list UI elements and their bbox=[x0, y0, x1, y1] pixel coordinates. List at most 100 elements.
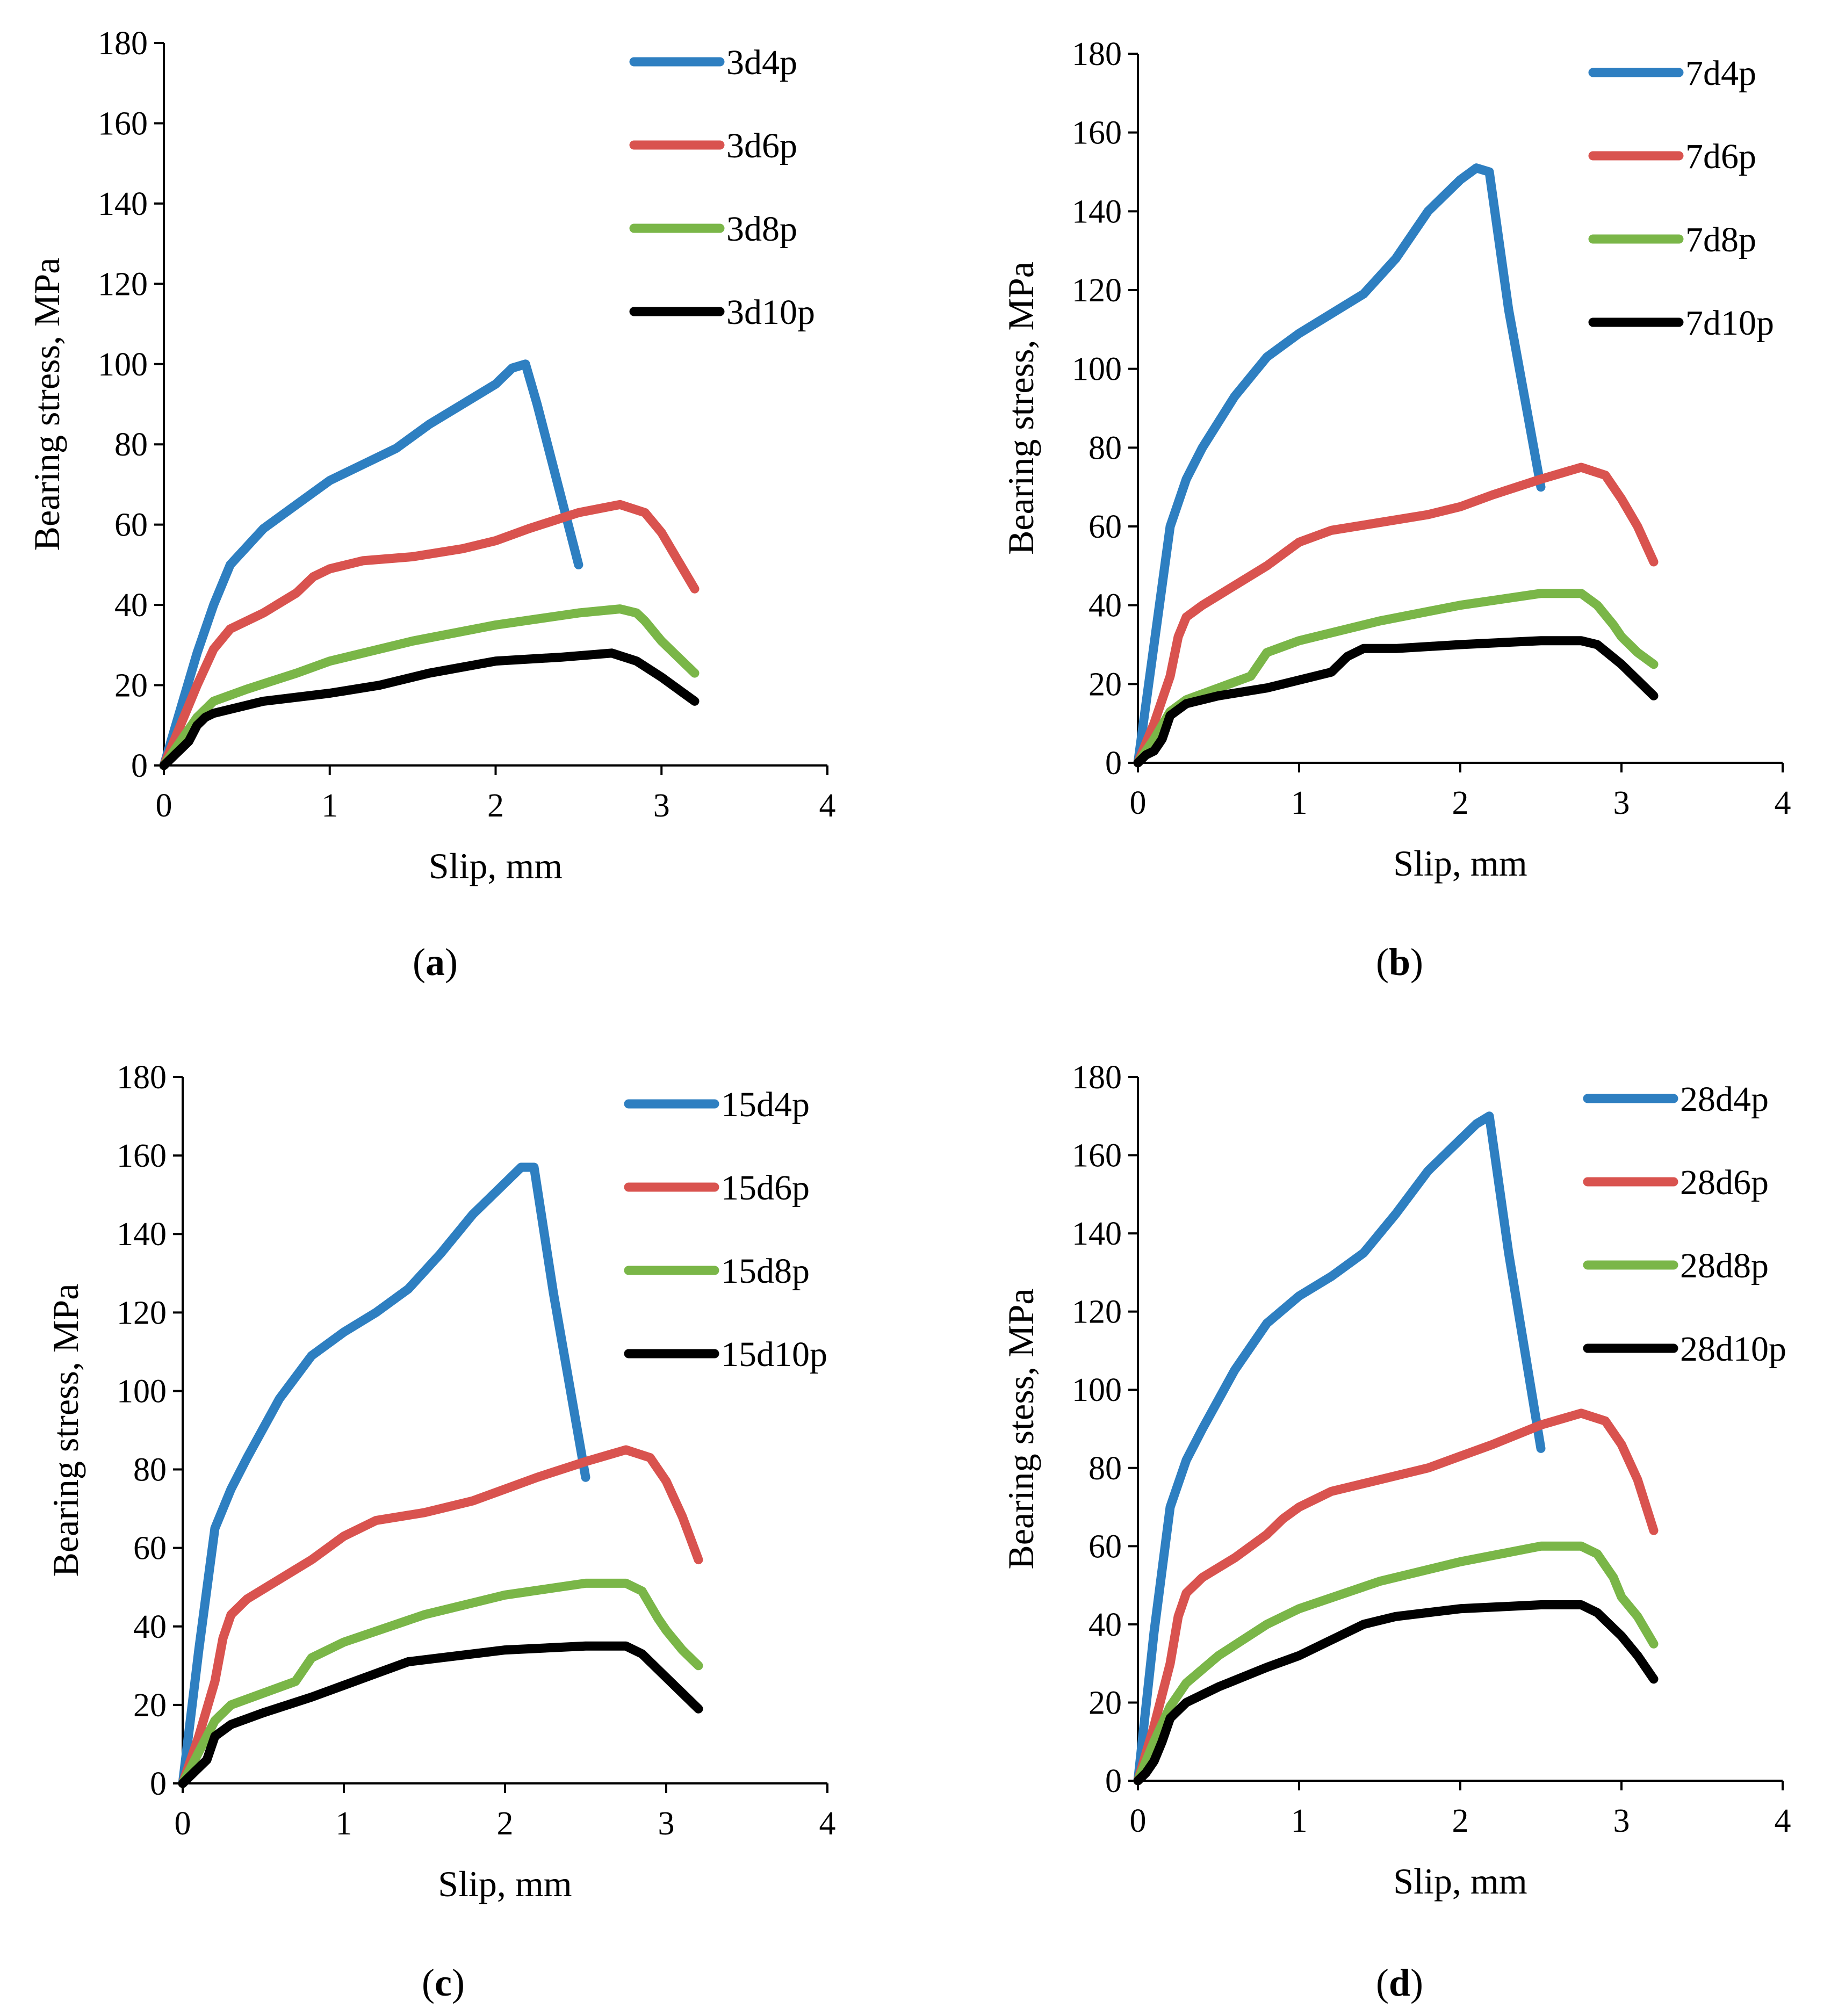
y-tick-label: 0 bbox=[150, 1766, 167, 1802]
y-tick-label: 0 bbox=[1105, 745, 1122, 782]
y-tick-label: 60 bbox=[1088, 1528, 1122, 1565]
series-line-3d6p bbox=[159, 500, 700, 770]
legend-label-28d4p: 28d4p bbox=[1680, 1080, 1769, 1119]
y-tick-label: 40 bbox=[114, 587, 148, 624]
legend-label-7d6p: 7d6p bbox=[1685, 137, 1756, 176]
y-tick-label: 60 bbox=[114, 507, 148, 544]
y-tick-label: 180 bbox=[98, 25, 148, 62]
series-line-15d8p bbox=[178, 1578, 703, 1788]
panel-caption: (d) bbox=[1376, 1961, 1423, 2004]
chart-panel-a: 0 20 40 60 80 100 120 140 160 180 0 1 2 3 4 Slip, mm Bea… bbox=[26, 25, 836, 984]
x-tick-label: 4 bbox=[1775, 1803, 1791, 1839]
y-tick-label: 160 bbox=[117, 1138, 167, 1174]
series-line-28d4p bbox=[1133, 1111, 1546, 1786]
series-line-7d10p bbox=[1133, 636, 1659, 768]
y-axis-label: Bearing stress, MPa bbox=[45, 1284, 86, 1577]
x-tick-label: 3 bbox=[1613, 785, 1630, 821]
legend-label-28d8p: 28d8p bbox=[1680, 1246, 1769, 1285]
y-tick-label: 100 bbox=[1072, 1372, 1122, 1408]
y-tick-label: 140 bbox=[117, 1216, 167, 1253]
series-line-7d4p bbox=[1133, 163, 1546, 768]
x-tick-label: 4 bbox=[1775, 785, 1791, 821]
y-tick-label: 20 bbox=[133, 1687, 167, 1724]
x-tick-label: 2 bbox=[497, 1805, 514, 1842]
x-tick-label: 2 bbox=[1452, 785, 1469, 821]
y-tick-label: 120 bbox=[98, 266, 148, 302]
series-line-3d4p bbox=[159, 359, 583, 770]
legend-label-28d10p: 28d10p bbox=[1680, 1329, 1786, 1369]
x-axis-label: Slip, mm bbox=[1393, 843, 1527, 884]
y-tick-label: 20 bbox=[1088, 1685, 1122, 1721]
series-line-7d8p bbox=[1133, 589, 1659, 768]
chart-panel-b: 0 20 40 60 80 100 120 140 160 180 0 1 2 3 4 Slip, mm Bea… bbox=[1000, 36, 1791, 984]
y-axis-label: Bearing stess, MPa bbox=[1000, 1288, 1041, 1569]
y-tick-label: 160 bbox=[98, 105, 148, 142]
caption-letter: d bbox=[1389, 1961, 1410, 2004]
y-tick-label: 20 bbox=[1088, 666, 1122, 703]
caption-letter: c bbox=[435, 1961, 452, 2004]
y-tick-label: 40 bbox=[1088, 588, 1122, 624]
y-tick-label: 0 bbox=[131, 748, 148, 784]
y-tick-label: 60 bbox=[133, 1530, 167, 1567]
legend-label-3d10p: 3d10p bbox=[726, 293, 815, 332]
y-tick-label: 20 bbox=[114, 668, 148, 704]
y-tick-label: 180 bbox=[117, 1059, 167, 1096]
caption-open-paren: ( bbox=[1376, 941, 1389, 984]
series-line-3d10p bbox=[159, 648, 700, 770]
legend-label-15d4p: 15d4p bbox=[721, 1085, 810, 1124]
series-line-28d6p bbox=[1133, 1408, 1659, 1786]
series-line-15d4p bbox=[178, 1162, 590, 1788]
x-tick-label: 0 bbox=[1130, 785, 1147, 821]
y-tick-label: 180 bbox=[1072, 36, 1122, 73]
x-tick-label: 0 bbox=[156, 787, 172, 824]
legend-label-7d4p: 7d4p bbox=[1685, 54, 1756, 93]
x-tick-label: 4 bbox=[819, 1805, 836, 1842]
x-tick-label: 1 bbox=[321, 787, 338, 824]
y-tick-label: 160 bbox=[1072, 115, 1122, 151]
x-tick-label: 1 bbox=[336, 1805, 352, 1842]
series-line-3d8p bbox=[159, 604, 700, 770]
series-line-28d8p bbox=[1133, 1541, 1659, 1786]
legend-label-28d6p: 28d6p bbox=[1680, 1163, 1769, 1202]
legend-label-15d6p: 15d6p bbox=[721, 1168, 810, 1208]
y-tick-label: 0 bbox=[1105, 1763, 1122, 1800]
y-tick-label: 120 bbox=[1072, 272, 1122, 309]
y-axis-label: Bearing stress, MPa bbox=[1000, 262, 1041, 555]
caption-open-paren: ( bbox=[422, 1961, 435, 2004]
legend: 7d4p 7d6p 7d8p 7d10p bbox=[1588, 54, 1774, 343]
caption-open-paren: ( bbox=[413, 941, 426, 984]
legend-label-15d8p: 15d8p bbox=[721, 1252, 810, 1291]
panel-caption: (c) bbox=[422, 1961, 465, 2004]
y-tick-label: 40 bbox=[1088, 1607, 1122, 1643]
series-line-28d10p bbox=[1133, 1600, 1659, 1786]
x-tick-label: 4 bbox=[819, 787, 836, 824]
y-tick-label: 120 bbox=[117, 1295, 167, 1331]
series-line-7d6p bbox=[1133, 463, 1659, 768]
caption-letter: a bbox=[426, 941, 445, 984]
caption-open-paren: ( bbox=[1376, 1961, 1389, 2004]
x-tick-label: 3 bbox=[653, 787, 670, 824]
series-line-15d6p bbox=[178, 1445, 703, 1788]
x-tick-label: 3 bbox=[1613, 1803, 1630, 1839]
x-tick-label: 3 bbox=[658, 1805, 675, 1842]
y-tick-label: 100 bbox=[98, 346, 148, 383]
y-tick-label: 100 bbox=[117, 1373, 167, 1410]
legend: 28d4p 28d6p 28d8p 28d10p bbox=[1583, 1080, 1786, 1369]
x-axis-label: Slip, mm bbox=[429, 846, 563, 886]
x-tick-label: 1 bbox=[1291, 785, 1308, 821]
y-tick-label: 80 bbox=[114, 427, 148, 463]
panel-caption: (b) bbox=[1376, 941, 1423, 984]
legend: 15d4p 15d6p 15d8p 15d10p bbox=[624, 1085, 827, 1374]
series-line-15d10p bbox=[178, 1641, 703, 1788]
legend-label-15d10p: 15d10p bbox=[721, 1335, 827, 1374]
y-axis-label: Bearing stress, MPa bbox=[26, 258, 67, 551]
x-axis-label: Slip, mm bbox=[438, 1863, 572, 1904]
legend-label-7d8p: 7d8p bbox=[1685, 220, 1756, 259]
caption-close-paren: ) bbox=[452, 1961, 465, 2004]
y-tick-label: 60 bbox=[1088, 509, 1122, 545]
x-tick-label: 0 bbox=[1130, 1803, 1147, 1839]
legend: 3d4p 3d6p 3d8p 3d10p bbox=[629, 43, 815, 332]
y-tick-label: 80 bbox=[1088, 430, 1122, 466]
chart-panel-c: 0 20 40 60 80 100 120 140 160 180 0 1 2 3 4 Slip, mm Bea… bbox=[45, 1059, 836, 2004]
x-axis-label: Slip, mm bbox=[1393, 1861, 1527, 1902]
